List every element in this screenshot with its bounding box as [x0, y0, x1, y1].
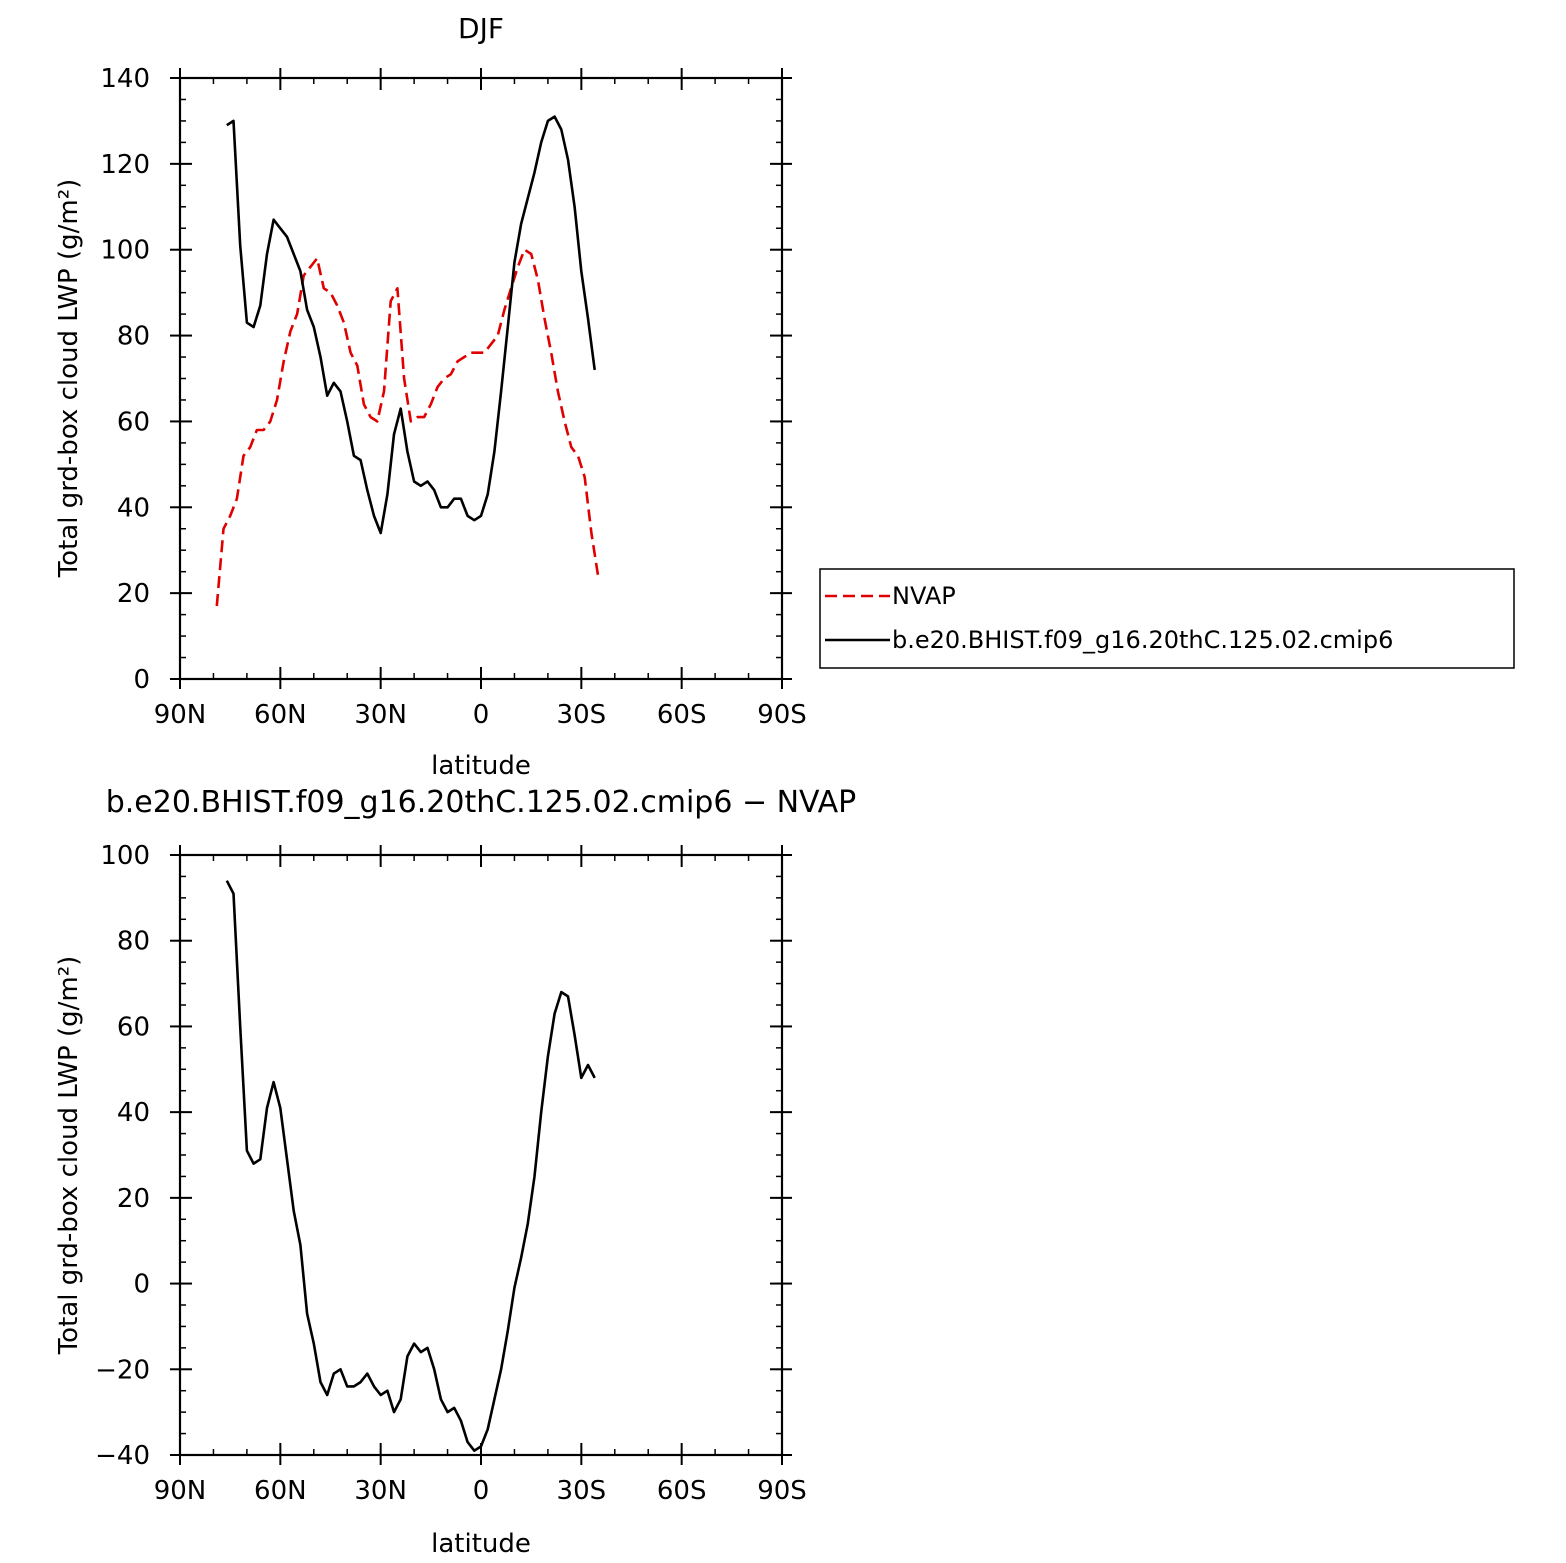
y-tick-label: 20: [117, 1184, 150, 1214]
x-tick-label: 60N: [254, 1476, 307, 1506]
x-tick-label: 0: [473, 700, 490, 730]
y-tick-label: 40: [117, 1098, 150, 1128]
lower-panel: b.e20.BHIST.f09_g16.20thC.125.02.cmip6 −…: [54, 785, 856, 1559]
series-line-0: [215, 248, 600, 607]
y-axis-label: Total grd-box cloud LWP (g/m²): [54, 956, 84, 1356]
minor-ticks: [179, 77, 783, 680]
y-tick-label: 20: [117, 579, 150, 609]
series-line-1: [226, 115, 596, 535]
x-axis-label: latitude: [431, 751, 531, 781]
y-tick-label: 40: [117, 493, 150, 523]
panel-title: DJF: [458, 12, 504, 45]
y-tick-label: 100: [100, 236, 150, 266]
x-tick-label: 90S: [757, 1476, 807, 1506]
legend: NVAP b.e20.BHIST.f09_g16.20thC.125.02.cm…: [819, 568, 1515, 669]
y-tick-label: 140: [100, 64, 150, 94]
plot-frame: [178, 853, 784, 1457]
minor-ticks: [179, 854, 783, 1456]
x-tick-label: 30S: [557, 700, 607, 730]
x-tick-label: 0: [473, 1476, 490, 1506]
x-tick-label: 30N: [354, 1476, 407, 1506]
x-tick-label: 60N: [254, 700, 307, 730]
y-tick-label: 0: [133, 1270, 150, 1300]
x-tick-label: 30N: [354, 700, 407, 730]
x-tick-label: 90S: [757, 700, 807, 730]
x-axis-label: latitude: [431, 1529, 531, 1559]
legend-box: [819, 568, 1515, 669]
panel-title: b.e20.BHIST.f09_g16.20thC.125.02.cmip6 −…: [106, 785, 857, 820]
x-tick-label: 90N: [154, 1476, 207, 1506]
y-tick-label: 80: [117, 927, 150, 957]
y-tick-label: 0: [133, 665, 150, 695]
x-tick-label: 60S: [657, 700, 707, 730]
y-tick-label: 120: [100, 150, 150, 180]
y-tick-label: 60: [117, 407, 150, 437]
x-tick-label: 30S: [557, 1476, 607, 1506]
plot-frame: [178, 76, 784, 681]
x-tick-label: 60S: [657, 1476, 707, 1506]
y-axis-label: Total grd-box cloud LWP (g/m²): [54, 179, 84, 579]
series-line-0: [225, 880, 596, 1452]
y-tick-label: 80: [117, 322, 150, 352]
x-tick-label: 90N: [154, 700, 207, 730]
upper-panel: DJF Total grd-box cloud LWP (g/m²) latit…: [54, 12, 807, 781]
y-tick-label: −20: [95, 1355, 150, 1385]
y-tick-label: 100: [100, 841, 150, 871]
legend-label-nvap: NVAP: [892, 582, 956, 610]
y-tick-label: 60: [117, 1012, 150, 1042]
y-tick-label: −40: [95, 1441, 150, 1471]
legend-label-model: b.e20.BHIST.f09_g16.20thC.125.02.cmip6: [892, 626, 1393, 654]
